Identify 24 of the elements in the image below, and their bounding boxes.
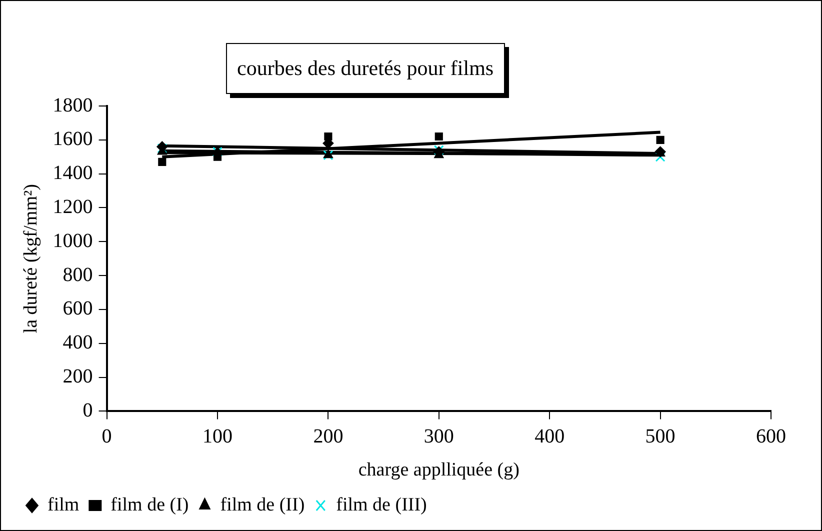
y-tick-label: 800: [62, 264, 93, 286]
y-tick-label: 1200: [52, 196, 93, 218]
legend-label: film de (III): [336, 494, 427, 516]
legend-label: film de (II): [220, 494, 305, 516]
y-tick-label: 0: [82, 399, 93, 422]
x-tick-label: 400: [534, 425, 565, 448]
y-tick-label: 400: [62, 332, 93, 354]
x-tick-label: 0: [102, 425, 112, 448]
y-tick-label: 600: [62, 298, 93, 320]
x-axis-title: charge applliquée (g): [358, 460, 520, 481]
x-tick-label: 200: [313, 425, 344, 448]
x-tick-label: 500: [645, 425, 676, 448]
y-axis-title: la dureté (kgf/mm²): [20, 184, 42, 334]
x-tick-label: 100: [202, 425, 232, 448]
y-tick-label: 1600: [52, 128, 93, 150]
y-tick-label: 1000: [52, 230, 93, 252]
y-tick-label: 200: [62, 366, 93, 388]
y-tick-label: 1800: [52, 94, 93, 116]
chart-title: courbes des duretés pour films: [226, 43, 505, 94]
y-tick-label: 1400: [52, 162, 93, 184]
legend-label: film de (I): [110, 494, 189, 516]
x-tick-label: 300: [424, 425, 454, 448]
legend-label: film: [48, 494, 80, 516]
x-tick-label: 600: [756, 425, 786, 448]
